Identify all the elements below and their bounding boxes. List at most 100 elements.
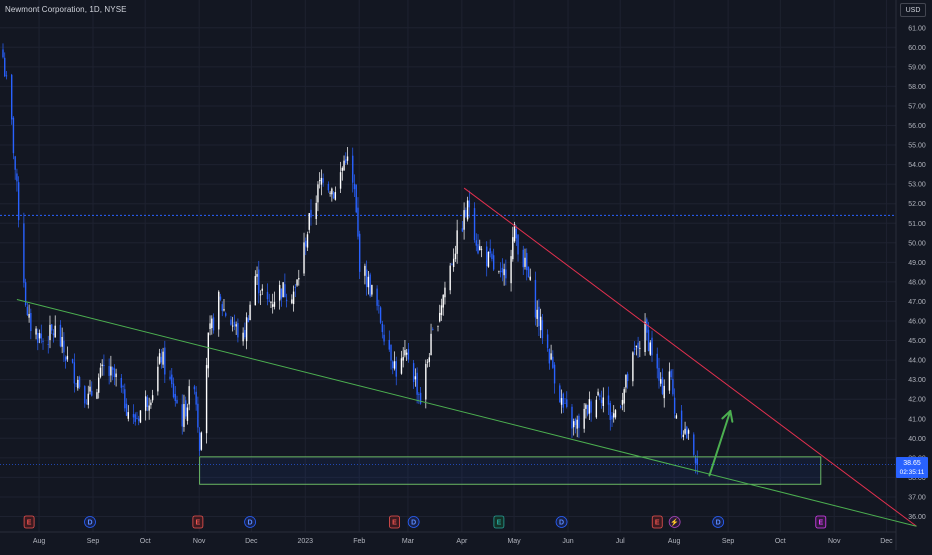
candle-body [329,192,331,194]
candle-body [285,299,288,301]
candle-body [607,395,610,405]
projection-arrow-head [721,409,734,423]
candle-body [550,353,552,360]
event-marker-letter: E [27,520,32,527]
event-dividend-icon[interactable] [407,516,420,528]
event-split-icon[interactable] [668,516,681,528]
candle-body [693,434,695,455]
candle-body [47,344,49,345]
candle-body [590,401,592,413]
candle-body [310,209,312,218]
candle-body [573,421,575,428]
candle-body [524,257,526,267]
event-marker-letter: E [392,520,397,527]
candle-body [546,334,549,348]
candle-body [218,291,220,330]
candle-body [571,406,573,429]
candle-body [461,228,464,232]
event-earnings-icon[interactable] [493,515,505,529]
time-tick-label: Dec [245,538,258,545]
candle-body [320,177,323,185]
candle-body [171,374,173,385]
candle-body [611,415,613,420]
candle-body [686,426,688,439]
candle-body [87,393,89,405]
candle-body [258,269,260,294]
event-earnings-icon[interactable] [651,515,663,529]
candle-body [696,458,698,465]
candle-body [261,288,263,291]
candle-body [231,325,234,327]
candle-body [280,288,283,299]
price-tick-label: 57.00 [908,103,926,110]
candle-body [694,457,697,464]
candle-body [334,191,337,200]
candle-body [244,329,246,338]
candle-body [242,332,244,342]
candle-body [541,320,544,339]
candle-body [230,319,232,325]
candle-body [108,366,110,376]
candle-body [71,359,74,363]
event-earnings-icon[interactable] [389,515,400,529]
candle-body [393,361,396,369]
candle-body [597,391,599,396]
price-tick-label: 41.00 [908,416,926,423]
event-marker-letter: D [559,520,564,527]
event-dividend-icon[interactable] [244,516,256,528]
event-marker-letter: D [716,520,721,527]
event-dividend-icon[interactable] [84,516,96,528]
price-tick-label: 54.00 [908,162,926,169]
candle-body [651,337,653,356]
candle-body [200,432,203,450]
price-tick-label: 43.00 [908,377,926,384]
candle-body [291,299,293,304]
candle-body [390,344,392,361]
price-tick-label: 48.00 [908,279,926,286]
candle-body [99,367,102,378]
candle-body [212,317,215,331]
event-marker-letter: D [87,520,92,527]
candle-body [132,414,135,418]
candle-body [183,404,185,427]
event-earnings-icon[interactable] [23,515,35,529]
event-dividend-icon[interactable] [712,516,725,528]
candle-body [127,412,129,419]
price-tick-label: 53.00 [908,182,926,189]
candle-body [162,351,164,365]
event-dividend-icon[interactable] [555,516,568,528]
candle-body [437,325,439,327]
candle-body [510,256,512,284]
candle-body [84,386,86,404]
candle-body [599,395,601,397]
candle-body [16,173,18,182]
candle-body [419,392,422,404]
currency-button[interactable]: USD [900,3,926,17]
candle-body [294,287,297,288]
symbol-title[interactable]: Newmont Corporation, 1D, NYSE [5,5,127,14]
candle-body [432,329,434,330]
candle-body [621,399,624,405]
candle-body [284,284,286,298]
candle-body [305,240,307,247]
candle-body [439,312,441,322]
candle-body [40,333,42,339]
candle-body [682,434,685,438]
candle-body [489,248,491,254]
event-earnings-icon[interactable] [192,515,204,529]
event-earnings_future-icon[interactable] [815,515,827,529]
candle-body [632,352,634,382]
candle-body [440,305,443,315]
candle-body [635,345,638,348]
candle-body [513,224,516,242]
candle-body [134,414,136,422]
upper-trendline [463,187,917,527]
candle-body [426,361,429,363]
projection-arrow [708,409,732,477]
candle-body [418,394,420,395]
candle-body [501,267,504,273]
candle-body [259,294,262,296]
candle-body [318,180,321,182]
